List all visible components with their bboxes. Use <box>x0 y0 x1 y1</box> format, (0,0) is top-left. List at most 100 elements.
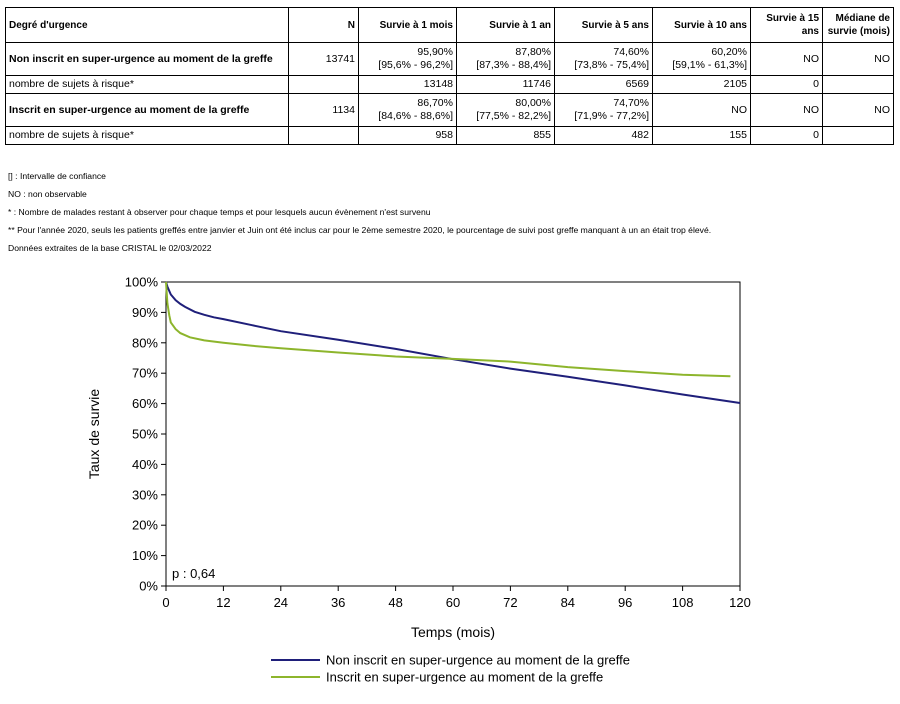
y-tick-label: 0% <box>139 579 158 594</box>
cell-value: 86,70% <box>417 97 453 109</box>
p-value-annotation: p : 0,64 <box>172 566 215 581</box>
y-tick-label: 40% <box>132 457 158 472</box>
cell-value: 855 <box>533 129 551 141</box>
legend-label: Inscrit en super-urgence au moment de la… <box>326 670 603 685</box>
cell-value: NO <box>803 52 819 65</box>
row-label: nombre de sujets à risque* <box>5 126 289 145</box>
table-header-cell: Survie à 15 ans <box>750 7 823 43</box>
row-count <box>288 75 359 94</box>
row-label: Inscrit en super-urgence au moment de la… <box>5 93 289 127</box>
footnote: [] : Intervalle de confiance <box>8 171 106 181</box>
cell-value: NO <box>731 103 747 116</box>
cell-value: 11746 <box>522 78 551 90</box>
table-cell: 482 <box>554 126 653 145</box>
cell-value: 482 <box>631 129 649 141</box>
table-cell: 0 <box>750 126 823 145</box>
table-row: nombre de sujets à risque* 958 855 482 155 0 <box>5 126 894 145</box>
x-tick-label: 36 <box>331 595 345 610</box>
cell-confidence-interval: [95,6% - 96,2%] <box>378 59 453 71</box>
table-cell: NO <box>750 93 823 127</box>
table-header-cell: N <box>288 7 359 43</box>
cell-value: 60,20% <box>711 46 747 58</box>
table-cell <box>822 126 894 145</box>
y-tick-label: 90% <box>132 305 158 320</box>
series-line-1 <box>165 281 741 404</box>
table-cell: 74,70% [71,9% - 77,2%] <box>554 93 653 127</box>
cell-value: 155 <box>729 129 747 141</box>
cell-value: 0 <box>813 129 819 141</box>
cell-value: 74,60% <box>613 46 649 58</box>
cell-value: 87,80% <box>515 46 551 58</box>
cell-value: 74,70% <box>613 97 649 109</box>
table-cell: 0 <box>750 75 823 94</box>
table-cell: NO <box>652 93 751 127</box>
cell-value: NO <box>874 52 890 65</box>
cell-value: 13148 <box>423 78 453 90</box>
table-cell: 87,80% [87,3% - 88,4%] <box>456 42 555 76</box>
x-tick-label: 48 <box>388 595 402 610</box>
table-cell: NO <box>750 42 823 76</box>
table-row: Non inscrit en super-urgence au moment d… <box>5 42 894 76</box>
y-tick-label: 70% <box>132 366 158 381</box>
x-axis-title: Temps (mois) <box>411 624 495 640</box>
x-tick-label: 108 <box>672 595 694 610</box>
footnote: ** Pour l'année 2020, seuls les patients… <box>8 225 712 235</box>
cell-confidence-interval: [71,9% - 77,2%] <box>574 110 649 122</box>
cell-value: NO <box>803 103 819 116</box>
y-tick-label: 20% <box>132 518 158 533</box>
y-tick-label: 80% <box>132 335 158 350</box>
table-cell: 86,70% [84,6% - 88,6%] <box>358 93 457 127</box>
table-row: nombre de sujets à risque* 13148 11746 6569… <box>5 75 894 94</box>
table-cell: 74,60% [73,8% - 75,4%] <box>554 42 653 76</box>
table-cell: 13148 <box>358 75 457 94</box>
x-tick-label: 120 <box>729 595 751 610</box>
table-header-cell: Degré d'urgence <box>5 7 289 43</box>
plot-frame <box>165 281 741 587</box>
y-tick-label: 60% <box>132 396 158 411</box>
cell-confidence-interval: [73,8% - 75,4%] <box>574 59 649 71</box>
x-tick-label: 60 <box>446 595 460 610</box>
cell-value: 0 <box>813 78 819 90</box>
table-header-row: Degré d'urgence N Survie à 1 mois Survie à … <box>5 7 894 43</box>
footnotes: [] : Intervalle de confiance NO : non obs… <box>8 167 711 257</box>
row-count: 13741 <box>288 42 359 76</box>
cell-value: 6569 <box>625 78 649 90</box>
x-tick-label: 84 <box>561 595 575 610</box>
table-header-cell: Survie à 1 mois <box>358 7 457 43</box>
x-tick-label: 96 <box>618 595 632 610</box>
table-header-cell: Survie à 5 ans <box>554 7 653 43</box>
table-header-cell: Survie à 1 an <box>456 7 555 43</box>
table-cell: 2105 <box>652 75 751 94</box>
table-cell: NO <box>822 93 894 127</box>
table-row: Inscrit en super-urgence au moment de la… <box>5 93 894 127</box>
y-tick-label: 30% <box>132 487 158 502</box>
cell-confidence-interval: [87,3% - 88,4%] <box>476 59 551 71</box>
survival-chart: 0% 10% 20% 30% 40% 50% 60% 70% 80% 90% 100% 0 12 24 36… <box>86 275 751 685</box>
y-tick-label: 10% <box>132 548 158 563</box>
x-tick-label: 24 <box>274 595 288 610</box>
cell-value: 958 <box>435 129 453 141</box>
table-cell: 155 <box>652 126 751 145</box>
y-axis-title: Taux de survie <box>86 389 102 479</box>
table-cell <box>822 75 894 94</box>
table-cell: 855 <box>456 126 555 145</box>
row-label: Non inscrit en super-urgence au moment d… <box>5 42 289 76</box>
table-header-cell: Médiane de survie (mois) <box>822 7 894 43</box>
table-cell: 60,20% [59,1% - 61,3%] <box>652 42 751 76</box>
x-tick-label: 12 <box>216 595 230 610</box>
y-tick-label: 100% <box>125 275 159 290</box>
row-count: 1134 <box>288 93 359 127</box>
row-count <box>288 126 359 145</box>
cell-confidence-interval: [59,1% - 61,3%] <box>672 59 747 71</box>
table-cell: NO <box>822 42 894 76</box>
row-label: nombre de sujets à risque* <box>5 75 289 94</box>
x-tick-label: 72 <box>503 595 517 610</box>
cell-confidence-interval: [77,5% - 82,2%] <box>476 110 551 122</box>
table-cell: 958 <box>358 126 457 145</box>
cell-value: 95,90% <box>417 46 453 58</box>
table-cell: 6569 <box>554 75 653 94</box>
cell-value: 2105 <box>723 78 747 90</box>
y-tick-label: 50% <box>132 427 158 442</box>
x-tick-label: 0 <box>162 595 169 610</box>
table-cell: 95,90% [95,6% - 96,2%] <box>358 42 457 76</box>
